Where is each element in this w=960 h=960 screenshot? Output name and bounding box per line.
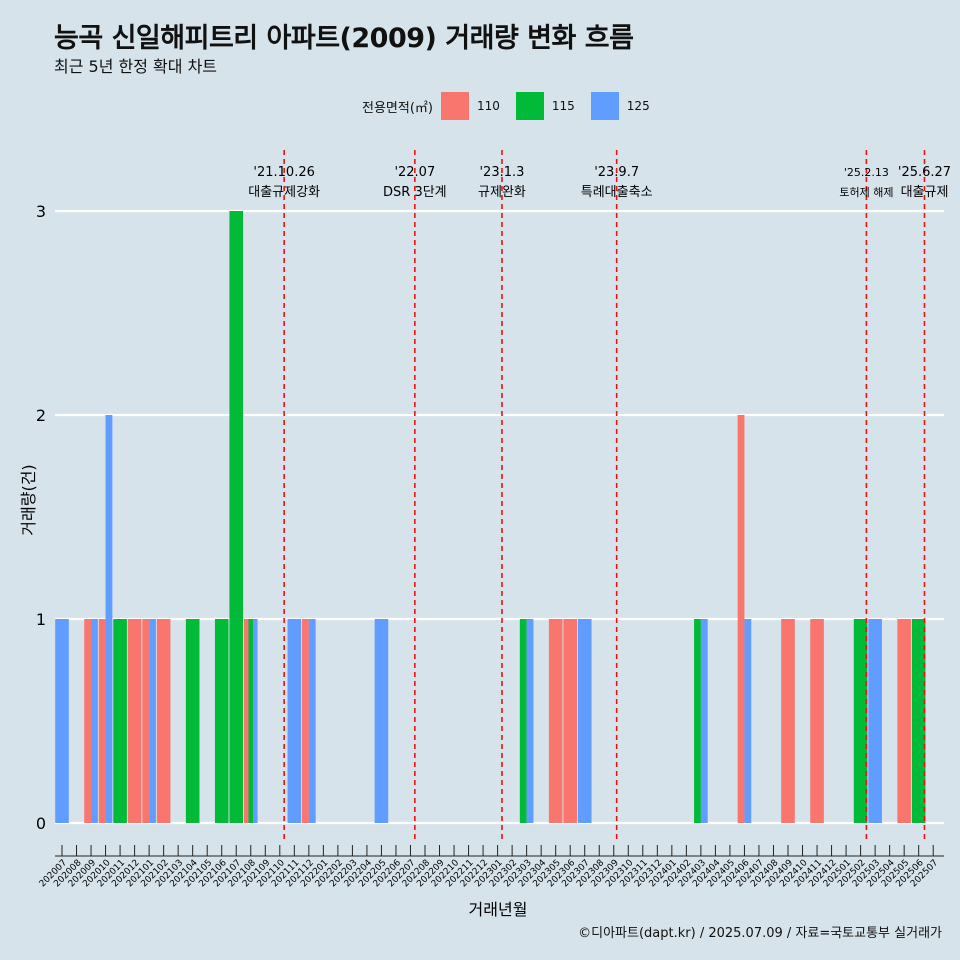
event-label: 토허제 해제 xyxy=(839,185,893,199)
y-tick-label: 0 xyxy=(36,814,46,833)
bar-125-202101 xyxy=(149,619,156,823)
event-date: '23.9.7 xyxy=(594,165,639,180)
legend-label-110: 110 xyxy=(476,99,500,113)
y-axis-label: 거래량(건) xyxy=(19,464,38,535)
bar-125-202112 xyxy=(308,619,316,823)
bar-115-202104 xyxy=(185,619,200,823)
bar-110-202009 xyxy=(84,619,92,823)
y-tick-labels: 0 1 2 3 xyxy=(36,202,46,833)
event-date: '25.6.27 xyxy=(898,165,951,180)
bar-125-202009 xyxy=(91,619,98,823)
legend-swatch-115 xyxy=(515,92,544,120)
bar-115-202107 xyxy=(229,211,244,823)
event-date: '22.07 xyxy=(394,165,435,180)
chart-subtitle: 최근 5년 한정 확대 차트 xyxy=(54,57,218,76)
bar-115-202403 xyxy=(694,619,701,823)
bar-125-202007 xyxy=(55,619,69,823)
event-date: '21.10.26 xyxy=(253,165,314,180)
event-label: 규제완화 xyxy=(478,185,526,200)
legend-swatch-110 xyxy=(440,92,469,120)
chart-title: 능곡 신일해피트리 아파트(2009) 거래량 변화 흐름 xyxy=(54,23,634,54)
bar-115-202502 xyxy=(853,619,868,823)
bar-110-202101 xyxy=(142,619,150,823)
bar-115-202506 xyxy=(911,619,926,823)
bar-125-202205 xyxy=(374,619,389,823)
bar-125-202111 xyxy=(287,619,302,823)
event-lines: '21.10.26 대출규제강화 '22.07 DSR 3단계 '23.1.3 규제완화 '… xyxy=(248,150,951,840)
bar-115-202303 xyxy=(519,619,527,823)
bar-125-202406 xyxy=(744,619,752,823)
bar-125-202307 xyxy=(577,619,592,823)
bar-110-202010 xyxy=(98,619,106,823)
bar-115-202108 xyxy=(248,619,254,823)
bar-125-202403 xyxy=(700,619,708,823)
bar-110-202012 xyxy=(127,619,142,823)
y-tick-label: 3 xyxy=(36,202,46,221)
bar-110-202406 xyxy=(737,415,745,823)
event-date: '25.2.13 xyxy=(844,166,889,179)
bar-110-202306 xyxy=(563,619,577,823)
source-caption: ©디아파트(dapt.kr) / 2025.07.09 / 자료=국토교통부 실… xyxy=(578,926,942,941)
event-label: DSR 3단계 xyxy=(383,185,447,200)
event-label: 대출규제강화 xyxy=(248,185,320,200)
bar-110-202409 xyxy=(781,619,795,823)
y-tick-label: 1 xyxy=(36,610,46,629)
legend-swatch-125 xyxy=(590,92,619,120)
bar-125-202303 xyxy=(526,619,534,823)
legend-title: 전용면적(㎡) xyxy=(362,100,433,116)
legend-label-125: 125 xyxy=(626,99,650,113)
bar-110-202305 xyxy=(548,619,563,823)
bar-125-202010 xyxy=(105,415,113,823)
bar-125-202108 xyxy=(253,619,258,823)
bars xyxy=(55,211,926,823)
bar-110-202108 xyxy=(243,619,249,823)
y-tick-label: 2 xyxy=(36,406,46,425)
event-label: 대출규제 xyxy=(901,185,949,200)
bar-125-202503 xyxy=(868,619,882,823)
bar-110-202102 xyxy=(156,619,171,823)
bar-115-202106 xyxy=(214,619,229,823)
bar-110-202411 xyxy=(810,619,824,823)
bar-110-202505 xyxy=(897,619,911,823)
bar-115-202011 xyxy=(113,619,127,823)
event-label: 특례대출축소 xyxy=(581,185,653,200)
legend: 전용면적(㎡) 110 115 125 xyxy=(362,92,666,120)
x-axis: 2020072020082020092020102020112020122021… xyxy=(38,845,944,889)
bar-110-202112 xyxy=(302,619,309,823)
event-date: '23.1.3 xyxy=(479,165,524,180)
x-axis-label: 거래년월 xyxy=(469,900,528,919)
legend-label-115: 115 xyxy=(551,99,575,113)
grid-lines xyxy=(55,209,944,825)
